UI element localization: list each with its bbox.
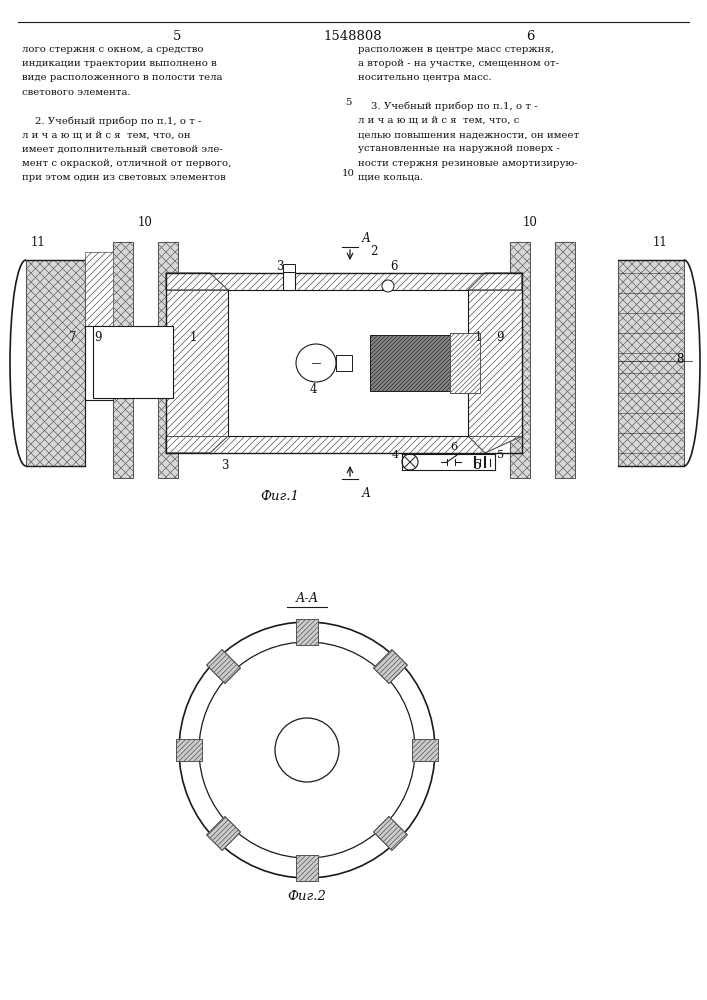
Text: Фиг.2: Фиг.2: [288, 890, 327, 903]
Text: 8: 8: [677, 353, 684, 366]
Text: индикации траектории выполнено в: индикации траектории выполнено в: [22, 59, 217, 68]
Bar: [93, 326, 173, 398]
Text: 10: 10: [341, 169, 354, 178]
Bar: [85, 252, 113, 326]
Polygon shape: [412, 739, 438, 761]
Polygon shape: [206, 650, 240, 684]
Text: целью повышения надежности, он имеет: целью повышения надежности, он имеет: [358, 130, 579, 139]
Circle shape: [382, 280, 394, 292]
Text: а второй - на участке, смещенном от-: а второй - на участке, смещенном от-: [358, 59, 559, 68]
Text: 5: 5: [345, 98, 351, 107]
Text: А-А: А-А: [296, 592, 319, 605]
Text: 9: 9: [94, 331, 102, 344]
Polygon shape: [618, 260, 684, 466]
Polygon shape: [26, 260, 85, 466]
Text: носительно центра масс.: носительно центра масс.: [358, 73, 491, 82]
Text: лого стержня с окном, а средство: лого стержня с окном, а средство: [22, 45, 204, 54]
Polygon shape: [370, 335, 450, 391]
Text: л и ч а ю щ и й с я  тем, что, с: л и ч а ю щ и й с я тем, что, с: [358, 116, 520, 125]
Text: 6: 6: [390, 260, 398, 273]
Text: 6: 6: [450, 442, 457, 452]
Polygon shape: [468, 273, 522, 290]
Bar: [210, 273, 485, 290]
Text: 3: 3: [221, 459, 229, 472]
Text: 9: 9: [496, 331, 504, 344]
Text: 10: 10: [138, 216, 153, 229]
Text: при этом один из световых элементов: при этом один из световых элементов: [22, 173, 226, 182]
Text: 1: 1: [474, 331, 481, 344]
Text: 1548808: 1548808: [324, 30, 382, 43]
Text: 5: 5: [497, 450, 504, 460]
Text: 4: 4: [392, 450, 399, 460]
Bar: [228, 290, 468, 436]
Polygon shape: [468, 436, 522, 453]
Polygon shape: [373, 650, 407, 684]
Text: виде расположенного в полости тела: виде расположенного в полости тела: [22, 73, 223, 82]
Text: 7: 7: [69, 331, 77, 344]
Polygon shape: [176, 739, 202, 761]
Circle shape: [402, 454, 418, 470]
Circle shape: [199, 642, 415, 858]
Text: 6: 6: [526, 30, 534, 43]
Polygon shape: [468, 290, 522, 436]
Text: мент с окраской, отличной от первого,: мент с окраской, отличной от первого,: [22, 159, 231, 168]
Text: 3. Учебный прибор по п.1, о т -: 3. Учебный прибор по п.1, о т -: [358, 102, 537, 111]
Text: ности стержня резиновые амортизирую-: ности стержня резиновые амортизирую-: [358, 159, 578, 168]
Bar: [336, 355, 352, 371]
Polygon shape: [296, 619, 318, 645]
Circle shape: [179, 622, 435, 878]
Text: 1: 1: [189, 331, 197, 344]
Bar: [283, 264, 295, 272]
Bar: [158, 242, 178, 478]
Text: расположен в центре масс стержня,: расположен в центре масс стержня,: [358, 45, 554, 54]
Text: установленные на наружной поверх -: установленные на наружной поверх -: [358, 144, 560, 153]
Circle shape: [275, 718, 339, 782]
Polygon shape: [296, 855, 318, 881]
Text: 10: 10: [522, 216, 537, 229]
Bar: [158, 242, 178, 478]
Polygon shape: [450, 333, 480, 393]
Polygon shape: [166, 290, 228, 436]
Text: 11: 11: [653, 236, 667, 249]
Bar: [113, 242, 133, 478]
Text: А: А: [362, 487, 371, 500]
Text: 3: 3: [276, 260, 284, 273]
Bar: [510, 242, 530, 478]
Bar: [555, 242, 575, 478]
Polygon shape: [206, 816, 240, 850]
Polygon shape: [166, 436, 228, 453]
Bar: [555, 242, 575, 478]
Bar: [113, 242, 133, 478]
Text: щие кольца.: щие кольца.: [358, 173, 423, 182]
Bar: [510, 242, 530, 478]
Text: имеет дополнительный световой эле-: имеет дополнительный световой эле-: [22, 144, 223, 153]
Bar: [210, 436, 485, 453]
Polygon shape: [373, 816, 407, 850]
Polygon shape: [166, 273, 228, 290]
Text: 4: 4: [309, 383, 317, 396]
Text: Фиг.1: Фиг.1: [261, 490, 300, 503]
Text: л и ч а ю щ и й с я  тем, что, он: л и ч а ю щ и й с я тем, что, он: [22, 130, 191, 139]
Text: 5: 5: [173, 30, 181, 43]
Text: 11: 11: [30, 236, 45, 249]
Text: 2: 2: [370, 245, 378, 258]
Text: 2. Учебный прибор по п.1, о т -: 2. Учебный прибор по п.1, о т -: [22, 116, 201, 125]
Text: 5: 5: [474, 459, 481, 472]
Text: А: А: [362, 232, 371, 245]
Text: светового элемента.: светового элемента.: [22, 88, 131, 97]
Bar: [283, 272, 295, 290]
Ellipse shape: [296, 344, 336, 382]
